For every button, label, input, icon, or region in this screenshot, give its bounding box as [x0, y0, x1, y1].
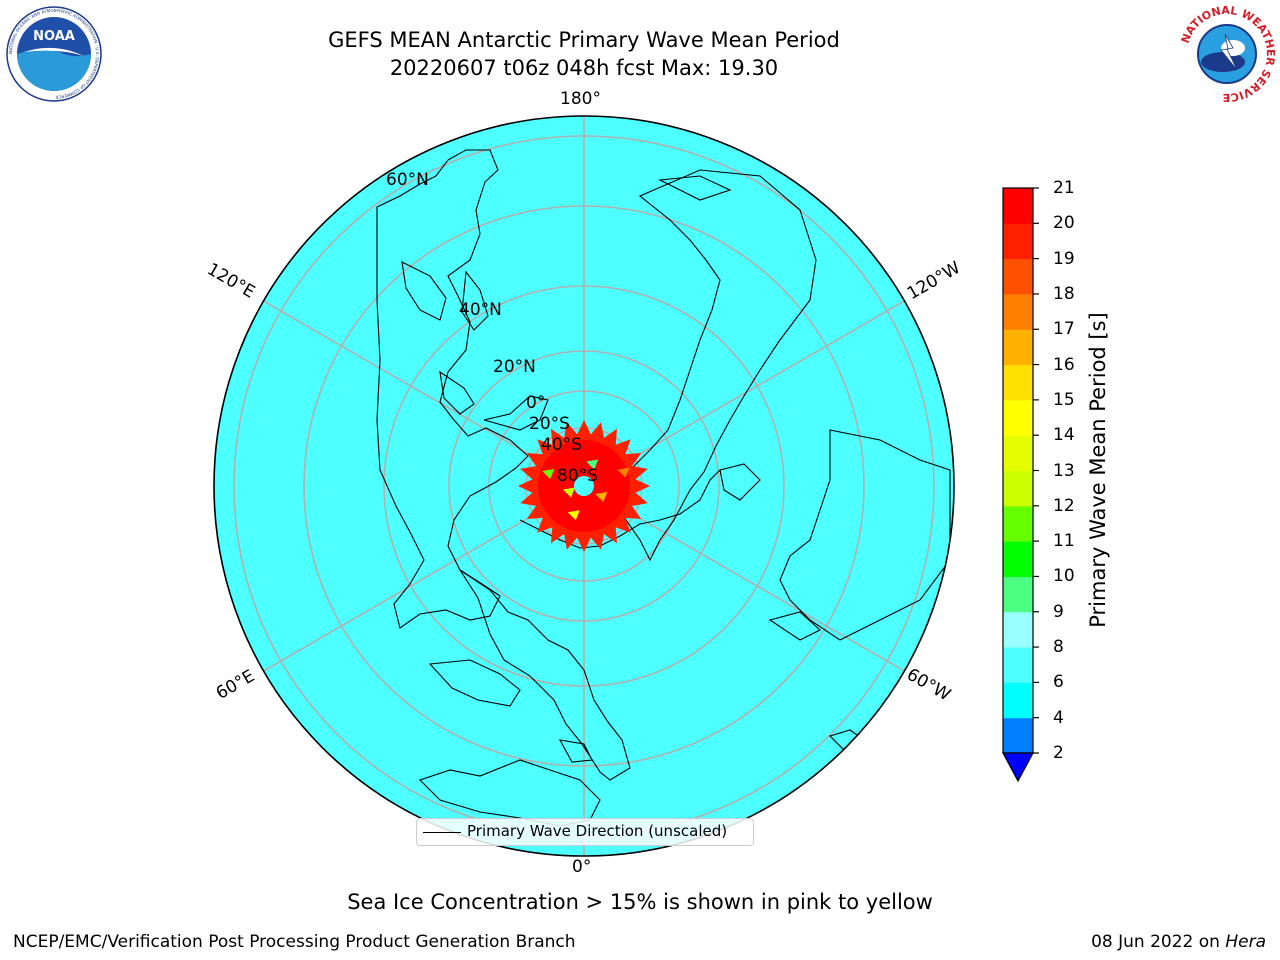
legend-line-swatch: [423, 832, 461, 833]
colorbar-band-13: [1003, 258, 1033, 295]
colorbar-tick-label-5: 10: [1053, 566, 1075, 587]
colorbar-tick-label-16: 21: [1053, 178, 1075, 198]
lat-label-0: 0°: [526, 393, 546, 413]
wave-period-field: [518, 420, 650, 552]
colorbar-tick-label-4: 9: [1053, 601, 1064, 622]
lat-label-20s: 20°S: [529, 414, 570, 434]
wave-field-accent-0: [595, 492, 608, 502]
noaa-logo: NOAA NATIONAL OCEANIC AND ATMOSPHERIC AD…: [6, 6, 102, 102]
map-legend: Primary Wave Direction (unscaled): [416, 818, 754, 846]
coastlines: [376, 149, 951, 827]
lat-label-40n: 40°N: [459, 300, 502, 320]
colorbar-tick-label-13: 18: [1053, 283, 1075, 304]
colorbar-tick-label-11: 16: [1053, 354, 1075, 375]
pole-center: [574, 476, 594, 496]
colorbar-under-extension: [1001, 752, 1035, 783]
colorbar-band-2: [1003, 647, 1033, 683]
sea-ice-caption: Sea Ice Concentration > 15% is shown in …: [347, 890, 933, 914]
colorbar-band-8: [1003, 435, 1033, 471]
colorbar-band-1: [1003, 682, 1033, 719]
legend-label: Primary Wave Direction (unscaled): [467, 822, 728, 840]
footer-date-text: 08 Jun 2022 on: [1091, 932, 1226, 952]
colorbar-tick-label-6: 11: [1053, 531, 1075, 552]
colorbar-band-12: [1003, 293, 1033, 330]
footer-credit: NCEP/EMC/Verification Post Processing Pr…: [13, 932, 576, 952]
colorbar-tick-label-3: 8: [1053, 637, 1064, 658]
colorbar-tick-label-7: 12: [1053, 495, 1075, 516]
lat-label-80s: 80°S: [557, 466, 598, 486]
colorbar-band-0: [1003, 717, 1033, 754]
footer-host: Hera: [1225, 932, 1266, 952]
colorbar-title: Primary Wave Mean Period [s]: [1086, 312, 1110, 628]
colorbar-tick-label-8: 13: [1053, 460, 1075, 481]
lat-label-60n: 60°N: [386, 170, 429, 190]
lon-label-180: 180°: [560, 89, 601, 109]
colorbar-tick-label-2: 6: [1053, 672, 1064, 693]
colorbar-tick-label-12: 17: [1053, 319, 1075, 340]
colorbar-band-11: [1003, 329, 1033, 366]
colorbar-band-6: [1003, 505, 1033, 542]
wave-field-accent-4: [617, 467, 630, 478]
lat-label-20n: 20°N: [493, 357, 536, 377]
colorbar-band-5: [1003, 541, 1033, 577]
colorbar-band-10: [1003, 364, 1033, 401]
footer-date: 08 Jun 2022 on Hera: [1091, 932, 1266, 952]
colorbar-tick-label-14: 19: [1053, 248, 1075, 269]
longitude-line-1: [616, 300, 905, 468]
colorbar: [1001, 187, 1039, 783]
colorbar-band-3: [1003, 611, 1033, 648]
colorbar-tick-label-15: 20: [1053, 213, 1075, 234]
noaa-wordmark: NOAA: [33, 29, 75, 44]
chart-subtitle: 20220607 t06z 048h fcst Max: 19.30: [389, 56, 779, 80]
wave-field-accent-3: [586, 459, 599, 470]
colorbar-band-4: [1003, 576, 1033, 613]
longitude-line-5: [263, 300, 552, 468]
colorbar-band-14: [1003, 223, 1033, 260]
chart-title: GEFS MEAN Antarctic Primary Wave Mean Pe…: [328, 28, 840, 52]
colorbar-tick-label-1: 4: [1053, 707, 1064, 728]
lat-label-40s: 40°S: [541, 435, 582, 455]
wave-field-accent-2: [567, 510, 580, 521]
colorbar-tick-label-10: 15: [1053, 389, 1075, 410]
colorbar-tick-label-9: 14: [1053, 425, 1075, 446]
colorbar-band-7: [1003, 470, 1033, 507]
wave-field-accent-1: [542, 469, 555, 480]
colorbar-band-15: [1003, 188, 1033, 224]
colorbar-band-9: [1003, 399, 1033, 436]
nws-logo: NATIONAL WEATHER SERVICE: [1179, 4, 1277, 104]
wave-field-accent-5: [562, 487, 575, 498]
lon-label-0: 0°: [572, 857, 592, 877]
map-boundary: [213, 115, 955, 857]
colorbar-tick-label-0: 2: [1053, 743, 1064, 763]
